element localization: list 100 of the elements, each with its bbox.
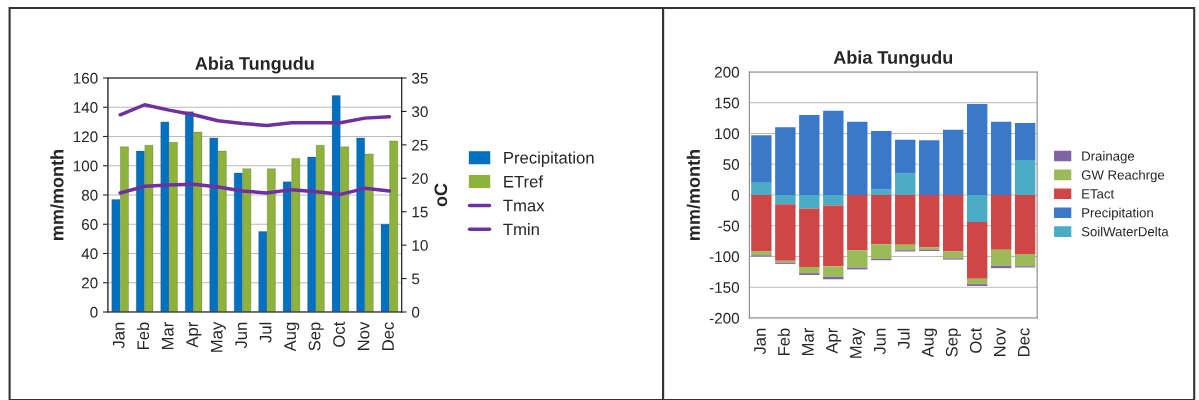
y-axis-title: mm/month [686, 149, 701, 240]
y-tick-label: -150 [709, 282, 740, 293]
bar [871, 244, 892, 259]
x-tick-label: Jan [754, 328, 766, 355]
y-tick-label: 40 [81, 248, 98, 260]
y2-tick-label: 20 [412, 173, 428, 184]
line-series [118, 182, 392, 197]
x-tick-label: Feb [777, 328, 790, 356]
bar [823, 266, 844, 277]
bar [895, 173, 916, 195]
x-tick-label: Jul [897, 328, 910, 349]
bar [990, 249, 1012, 266]
bar [871, 195, 892, 245]
y-tick-label: 160 [73, 72, 98, 84]
y-tick-label: 0 [731, 189, 740, 201]
bar [966, 222, 988, 279]
x-tick-label: Jun [874, 328, 886, 355]
x-tick-label: Nov [357, 321, 370, 350]
chart-title: Abia Tungudu [833, 50, 953, 68]
y-tick-label: 120 [73, 131, 98, 143]
x-tick-label: Jul [259, 322, 272, 343]
bar [847, 195, 868, 251]
y-tick-label: 20 [81, 277, 98, 289]
y-tick-label: 80 [81, 189, 98, 201]
x-tick-label: Apr [186, 322, 202, 348]
bar [871, 189, 892, 195]
y2-tick-label: 10 [412, 240, 428, 251]
bar [775, 127, 796, 195]
x-tick-label: May [850, 327, 866, 358]
y-tick-label: -200 [709, 312, 740, 324]
legend-label: GW Reachrge [1081, 169, 1165, 183]
x-tick-label: Dec [382, 322, 394, 350]
bar [751, 182, 772, 195]
bar [847, 121, 868, 195]
y-tick-label: 150 [715, 97, 740, 109]
x-tick-label: Sep [945, 328, 961, 357]
x-tick-label: Aug [284, 322, 300, 352]
line-series [118, 103, 392, 128]
y-tick-label: 140 [73, 102, 98, 113]
x-tick-label: Mar [802, 328, 814, 356]
y-tick-label: 200 [714, 66, 740, 78]
bar [823, 110, 844, 195]
x-tick-label: Aug [922, 328, 937, 358]
bar [966, 195, 988, 223]
x-tick-label: Nov [994, 327, 1006, 356]
bar [1014, 159, 1036, 195]
bar [1014, 254, 1036, 267]
bar [751, 195, 772, 252]
bar [1014, 195, 1036, 255]
bar [943, 129, 964, 195]
x-tick-label: Jun [235, 322, 248, 349]
bar [990, 121, 1012, 195]
y-tick-label: 50 [723, 159, 740, 170]
y2-tick-label: 35 [411, 72, 428, 84]
legend-label: SoilWaterDelta [1081, 226, 1169, 237]
y-tick-label: 100 [715, 128, 740, 140]
bar [919, 195, 940, 248]
legend-label: ETref [504, 175, 544, 188]
legend-label: Precipitation [1082, 207, 1153, 221]
bar [1014, 123, 1036, 160]
x-tick-label: Apr [826, 328, 842, 354]
bar [871, 131, 892, 190]
bar [943, 195, 964, 252]
x-tick-label: Sep [308, 322, 324, 351]
bar [823, 205, 844, 267]
bar [799, 195, 820, 209]
bar [751, 135, 772, 183]
y2-tick-label: 0 [411, 306, 420, 318]
bar [966, 103, 988, 195]
y-tick-label: 0 [90, 306, 98, 318]
bar [895, 139, 916, 174]
legend-label: Tmax [503, 199, 545, 212]
y2-tick-label: 30 [411, 106, 428, 118]
legend-label: Drainage [1082, 151, 1135, 164]
bar [823, 195, 844, 206]
y2-axis-title: oC [434, 183, 448, 207]
y-axis-title: mm/month [50, 149, 64, 240]
bar [775, 204, 796, 261]
y2-tick-label: 15 [412, 206, 428, 218]
y-tick-label: 60 [81, 219, 98, 230]
y2-tick-label: 25 [412, 139, 428, 151]
bar [919, 140, 940, 195]
legend-label: Tmin [503, 223, 539, 236]
x-tick-label: Dec [1017, 328, 1030, 356]
y-tick-label: -50 [718, 220, 740, 232]
bar [799, 266, 820, 274]
y-tick-label: -100 [709, 251, 740, 263]
bar [847, 250, 868, 268]
bar [895, 195, 916, 245]
y2-tick-label: 5 [412, 273, 420, 285]
legend-label: Precipitation [504, 151, 594, 167]
bar [775, 195, 796, 205]
bar [799, 208, 820, 267]
x-tick-label: Mar [161, 322, 174, 350]
x-tick-label: Oct [969, 327, 982, 353]
x-tick-label: Feb [136, 322, 150, 350]
bar [799, 115, 820, 195]
y-tick-label: 100 [73, 160, 98, 172]
x-tick-label: Jan [112, 322, 125, 349]
bar [990, 195, 1012, 250]
